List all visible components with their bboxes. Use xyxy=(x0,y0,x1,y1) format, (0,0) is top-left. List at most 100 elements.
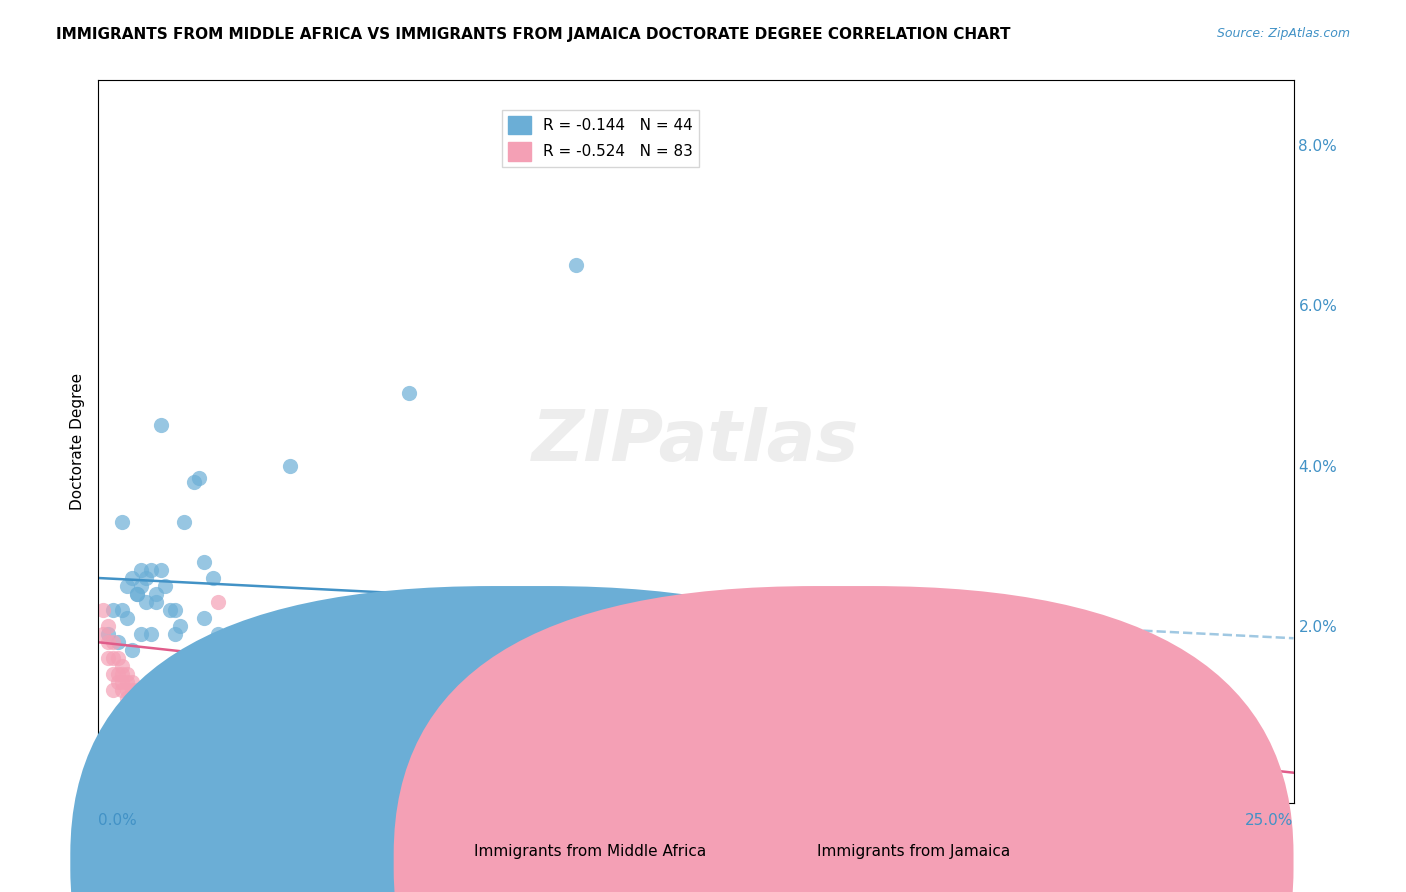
Point xyxy=(804,778,827,792)
Point xyxy=(111,675,134,690)
Point xyxy=(302,751,325,765)
Point xyxy=(149,563,172,577)
Point xyxy=(254,639,277,653)
Point xyxy=(155,715,177,730)
Point xyxy=(398,386,420,401)
Point xyxy=(111,603,134,617)
Point xyxy=(278,458,301,473)
Point xyxy=(269,747,291,762)
Point xyxy=(193,555,215,569)
Point xyxy=(97,635,120,649)
Point xyxy=(207,780,229,794)
Point xyxy=(202,571,225,585)
Point xyxy=(1139,780,1161,794)
Point xyxy=(135,595,157,609)
Point xyxy=(131,563,153,577)
Point xyxy=(159,723,181,738)
Point xyxy=(613,775,636,789)
Point xyxy=(131,579,153,593)
Point xyxy=(173,723,195,738)
Point xyxy=(97,619,120,633)
Point xyxy=(183,723,205,738)
Text: ZIPatlas: ZIPatlas xyxy=(533,407,859,476)
Point xyxy=(139,627,162,641)
Point xyxy=(494,772,516,786)
Text: Immigrants from Middle Africa: Immigrants from Middle Africa xyxy=(474,845,707,859)
Point xyxy=(163,627,186,641)
Point xyxy=(101,603,124,617)
Point xyxy=(187,731,209,746)
Point xyxy=(135,691,157,706)
Point xyxy=(101,651,124,665)
Point xyxy=(207,595,229,609)
Point xyxy=(145,715,167,730)
Point xyxy=(1139,675,1161,690)
Point xyxy=(254,744,277,758)
Point xyxy=(470,772,492,786)
Point xyxy=(115,675,138,690)
Point xyxy=(288,749,311,764)
Point xyxy=(187,471,209,485)
Point xyxy=(231,739,253,754)
Point xyxy=(155,579,177,593)
Point xyxy=(948,779,970,793)
Point xyxy=(149,418,172,433)
Point xyxy=(900,779,922,793)
Point xyxy=(302,627,325,641)
Point xyxy=(179,731,201,746)
Point xyxy=(97,627,120,641)
Point xyxy=(207,627,229,641)
Point xyxy=(183,475,205,489)
Point xyxy=(125,683,148,698)
Point xyxy=(661,776,683,790)
Point xyxy=(121,643,143,657)
Point xyxy=(316,756,339,770)
Text: Immigrants from Jamaica: Immigrants from Jamaica xyxy=(817,845,1011,859)
Point xyxy=(111,659,134,673)
Point xyxy=(852,779,875,793)
Point xyxy=(661,780,683,794)
Point xyxy=(111,515,134,529)
Point xyxy=(91,627,114,641)
Point xyxy=(97,651,120,665)
Point xyxy=(101,683,124,698)
Point xyxy=(139,707,162,722)
Point xyxy=(169,619,191,633)
Point xyxy=(131,699,153,714)
Point xyxy=(169,715,191,730)
Point xyxy=(115,683,138,698)
Point xyxy=(197,739,219,754)
Point xyxy=(217,739,239,754)
Point xyxy=(107,675,129,690)
Point xyxy=(131,691,153,706)
Point xyxy=(111,683,134,698)
Point xyxy=(1234,780,1257,794)
Point xyxy=(193,731,215,746)
Point xyxy=(115,611,138,625)
Point xyxy=(517,772,540,786)
Point xyxy=(145,587,167,601)
Point xyxy=(131,683,153,698)
Point xyxy=(111,667,134,681)
Point xyxy=(121,683,143,698)
Point xyxy=(1043,780,1066,794)
Point xyxy=(1091,780,1114,794)
Point xyxy=(316,780,339,794)
Point xyxy=(173,515,195,529)
Point xyxy=(374,764,396,778)
Point xyxy=(135,699,157,714)
Point xyxy=(149,707,172,722)
Text: 0.0%: 0.0% xyxy=(98,814,138,828)
Point xyxy=(115,579,138,593)
Point xyxy=(121,571,143,585)
Point xyxy=(149,715,172,730)
Point xyxy=(221,635,243,649)
Point xyxy=(131,627,153,641)
Point xyxy=(145,707,167,722)
Text: 25.0%: 25.0% xyxy=(1246,814,1294,828)
Legend: R = -0.144   N = 44, R = -0.524   N = 83: R = -0.144 N = 44, R = -0.524 N = 83 xyxy=(502,110,699,167)
Point xyxy=(115,667,138,681)
Point xyxy=(159,603,181,617)
Point xyxy=(101,635,124,649)
Y-axis label: Doctorate Degree: Doctorate Degree xyxy=(69,373,84,510)
